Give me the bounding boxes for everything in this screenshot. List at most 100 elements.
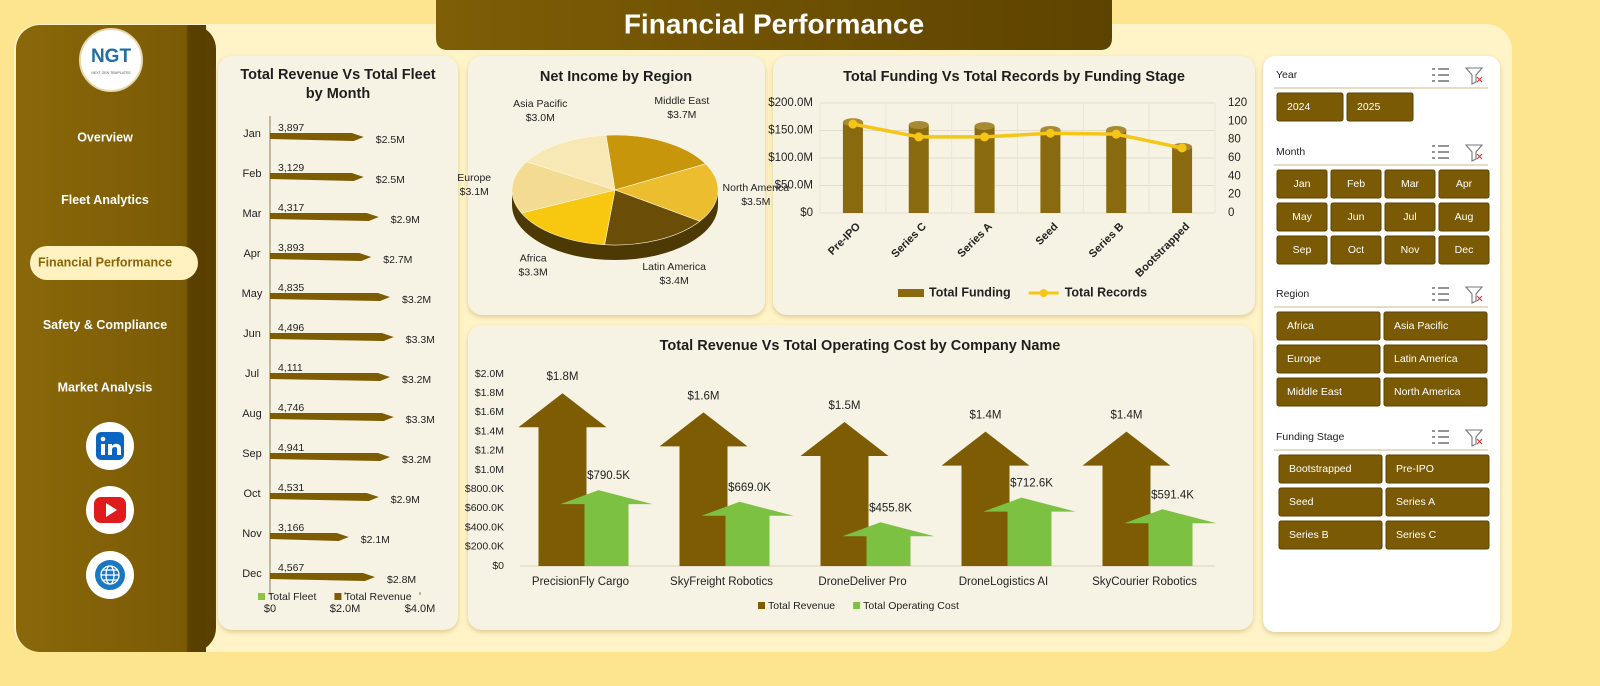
slicer-button-label[interactable]: Latin America <box>1394 353 1458 365</box>
slicer-button[interactable] <box>1438 202 1490 232</box>
y2-tick-label: 40 <box>1228 170 1241 182</box>
data-label: $2.7M <box>383 254 412 266</box>
slicer-button[interactable] <box>1276 92 1344 122</box>
slicer-button[interactable] <box>1276 202 1328 232</box>
slicer-button-label[interactable]: Series C <box>1396 529 1437 541</box>
slicer-button-label[interactable]: Sep <box>1293 244 1312 256</box>
linkedin-glyph <box>108 443 121 455</box>
slicer-title: Month <box>1276 146 1305 158</box>
x-tick-label: DroneDeliver Pro <box>818 576 906 588</box>
slicer-button-label[interactable]: 2024 <box>1287 101 1311 113</box>
slicer-button[interactable] <box>1330 235 1382 265</box>
slicer-button[interactable] <box>1278 520 1383 550</box>
slicer-button[interactable] <box>1384 169 1436 199</box>
slicer-button-label[interactable]: Nov <box>1401 244 1420 256</box>
x-tick-label: $2.0M <box>330 603 361 615</box>
nav-item[interactable]: Market Analysis <box>58 380 153 394</box>
slicer-button-label[interactable]: Mar <box>1401 178 1420 190</box>
y-tick-label: May <box>242 288 263 300</box>
slicer-button-label[interactable]: Feb <box>1347 178 1365 190</box>
slicer-button[interactable] <box>1383 377 1488 407</box>
data-label: 4,746 <box>278 402 304 414</box>
slicer-button-label[interactable]: Oct <box>1348 244 1364 256</box>
data-label: $1.5M <box>829 400 861 412</box>
y-tick-label: $1.0M <box>475 464 504 476</box>
slicer-button-label[interactable]: Aug <box>1455 211 1474 223</box>
slicer-button-label[interactable]: North America <box>1394 386 1461 398</box>
slicer-button[interactable] <box>1276 169 1328 199</box>
clear-filter-x[interactable] <box>1476 295 1483 302</box>
slicer-button-label[interactable]: Middle East <box>1287 386 1342 398</box>
slicer-button[interactable] <box>1278 487 1383 517</box>
y-tick-label: Jun <box>243 328 261 340</box>
clear-filter-x[interactable] <box>1476 438 1483 445</box>
chart-title: Total Funding Vs Total Records by Fundin… <box>843 69 1185 85</box>
multi-select-icon[interactable] <box>1432 287 1449 301</box>
linkedin-glyph <box>101 444 105 455</box>
nav-item[interactable]: Fleet Analytics <box>61 193 149 207</box>
clear-filter-icon[interactable] <box>1464 429 1484 447</box>
slicer-button-label[interactable]: Jan <box>1294 178 1311 190</box>
nav-item[interactable]: Overview <box>77 130 133 144</box>
pie-slice <box>526 134 616 191</box>
slicer-button-label[interactable]: May <box>1292 211 1313 223</box>
multi-select-icon[interactable] <box>1432 68 1449 82</box>
legend-label: Total Funding <box>929 285 1011 299</box>
slicer-button-label[interactable]: Series A <box>1396 496 1435 508</box>
slicer-button-label[interactable]: 2025 <box>1357 101 1381 113</box>
slicer-button-label[interactable]: Africa <box>1287 320 1314 332</box>
slicer-button[interactable] <box>1385 520 1490 550</box>
slicer-button-label[interactable]: Apr <box>1456 178 1473 190</box>
legend-swatch <box>758 602 765 609</box>
slicer-button[interactable] <box>1385 487 1490 517</box>
slicer-button[interactable] <box>1383 311 1488 341</box>
data-label: $591.4K <box>1151 489 1194 501</box>
slicer-button[interactable] <box>1385 454 1490 484</box>
slicer-button-label[interactable]: Seed <box>1289 496 1314 508</box>
line-point <box>1045 128 1055 138</box>
slicer-button[interactable] <box>1383 344 1488 374</box>
multi-select-icon[interactable] <box>1432 430 1449 444</box>
legend-swatch <box>258 593 265 600</box>
data-label-category: Middle East <box>654 95 709 107</box>
legend-label: Total Fleet <box>268 591 317 603</box>
slicer-button-label[interactable]: Jul <box>1403 211 1416 223</box>
slicer-button-label[interactable]: Pre-IPO <box>1396 463 1434 475</box>
slicer-button[interactable] <box>1276 311 1381 341</box>
slicer-button[interactable] <box>1330 169 1382 199</box>
clear-filter-icon[interactable] <box>1464 286 1484 304</box>
slicer-button-label[interactable]: Europe <box>1287 353 1321 365</box>
y-tick-label: $0 <box>492 560 504 572</box>
nav-active-pill <box>30 246 198 280</box>
slicer-button[interactable] <box>1438 169 1490 199</box>
clear-filter-x[interactable] <box>1476 153 1483 160</box>
slicer-button[interactable] <box>1276 344 1381 374</box>
nav-item[interactable]: Safety & Compliance <box>43 318 167 332</box>
slicer-button-label[interactable]: Dec <box>1455 244 1474 256</box>
slicer-button[interactable] <box>1384 235 1436 265</box>
globe-glyph <box>100 565 120 585</box>
slicer-button[interactable] <box>1438 235 1490 265</box>
slicer-button-label[interactable]: Series B <box>1289 529 1329 541</box>
slicer-button[interactable] <box>1278 454 1383 484</box>
bar-top <box>908 121 929 129</box>
slicer-button[interactable] <box>1276 377 1381 407</box>
clear-filter-icon[interactable] <box>1464 67 1484 85</box>
multi-select-icon[interactable] <box>1432 145 1449 159</box>
slicer-button[interactable] <box>1346 92 1414 122</box>
y2-tick-label: 0 <box>1228 207 1234 219</box>
sidebar <box>16 25 216 652</box>
clear-filter-icon[interactable] <box>1464 144 1484 162</box>
slicer-button[interactable] <box>1330 202 1382 232</box>
pie-slice <box>614 163 719 222</box>
nav-item[interactable]: Financial Performance <box>38 255 172 269</box>
slicer-button-label[interactable]: Jun <box>1348 211 1365 223</box>
slicer-button[interactable] <box>1276 235 1328 265</box>
clear-filter-x[interactable] <box>1476 76 1483 83</box>
slicer-button-label[interactable]: Asia Pacific <box>1394 320 1448 332</box>
data-label: $3.3M <box>406 414 435 426</box>
legend-label: Total Operating Cost <box>863 600 959 612</box>
slicer-button[interactable] <box>1384 202 1436 232</box>
slicer-button-label[interactable]: Bootstrapped <box>1289 463 1352 475</box>
